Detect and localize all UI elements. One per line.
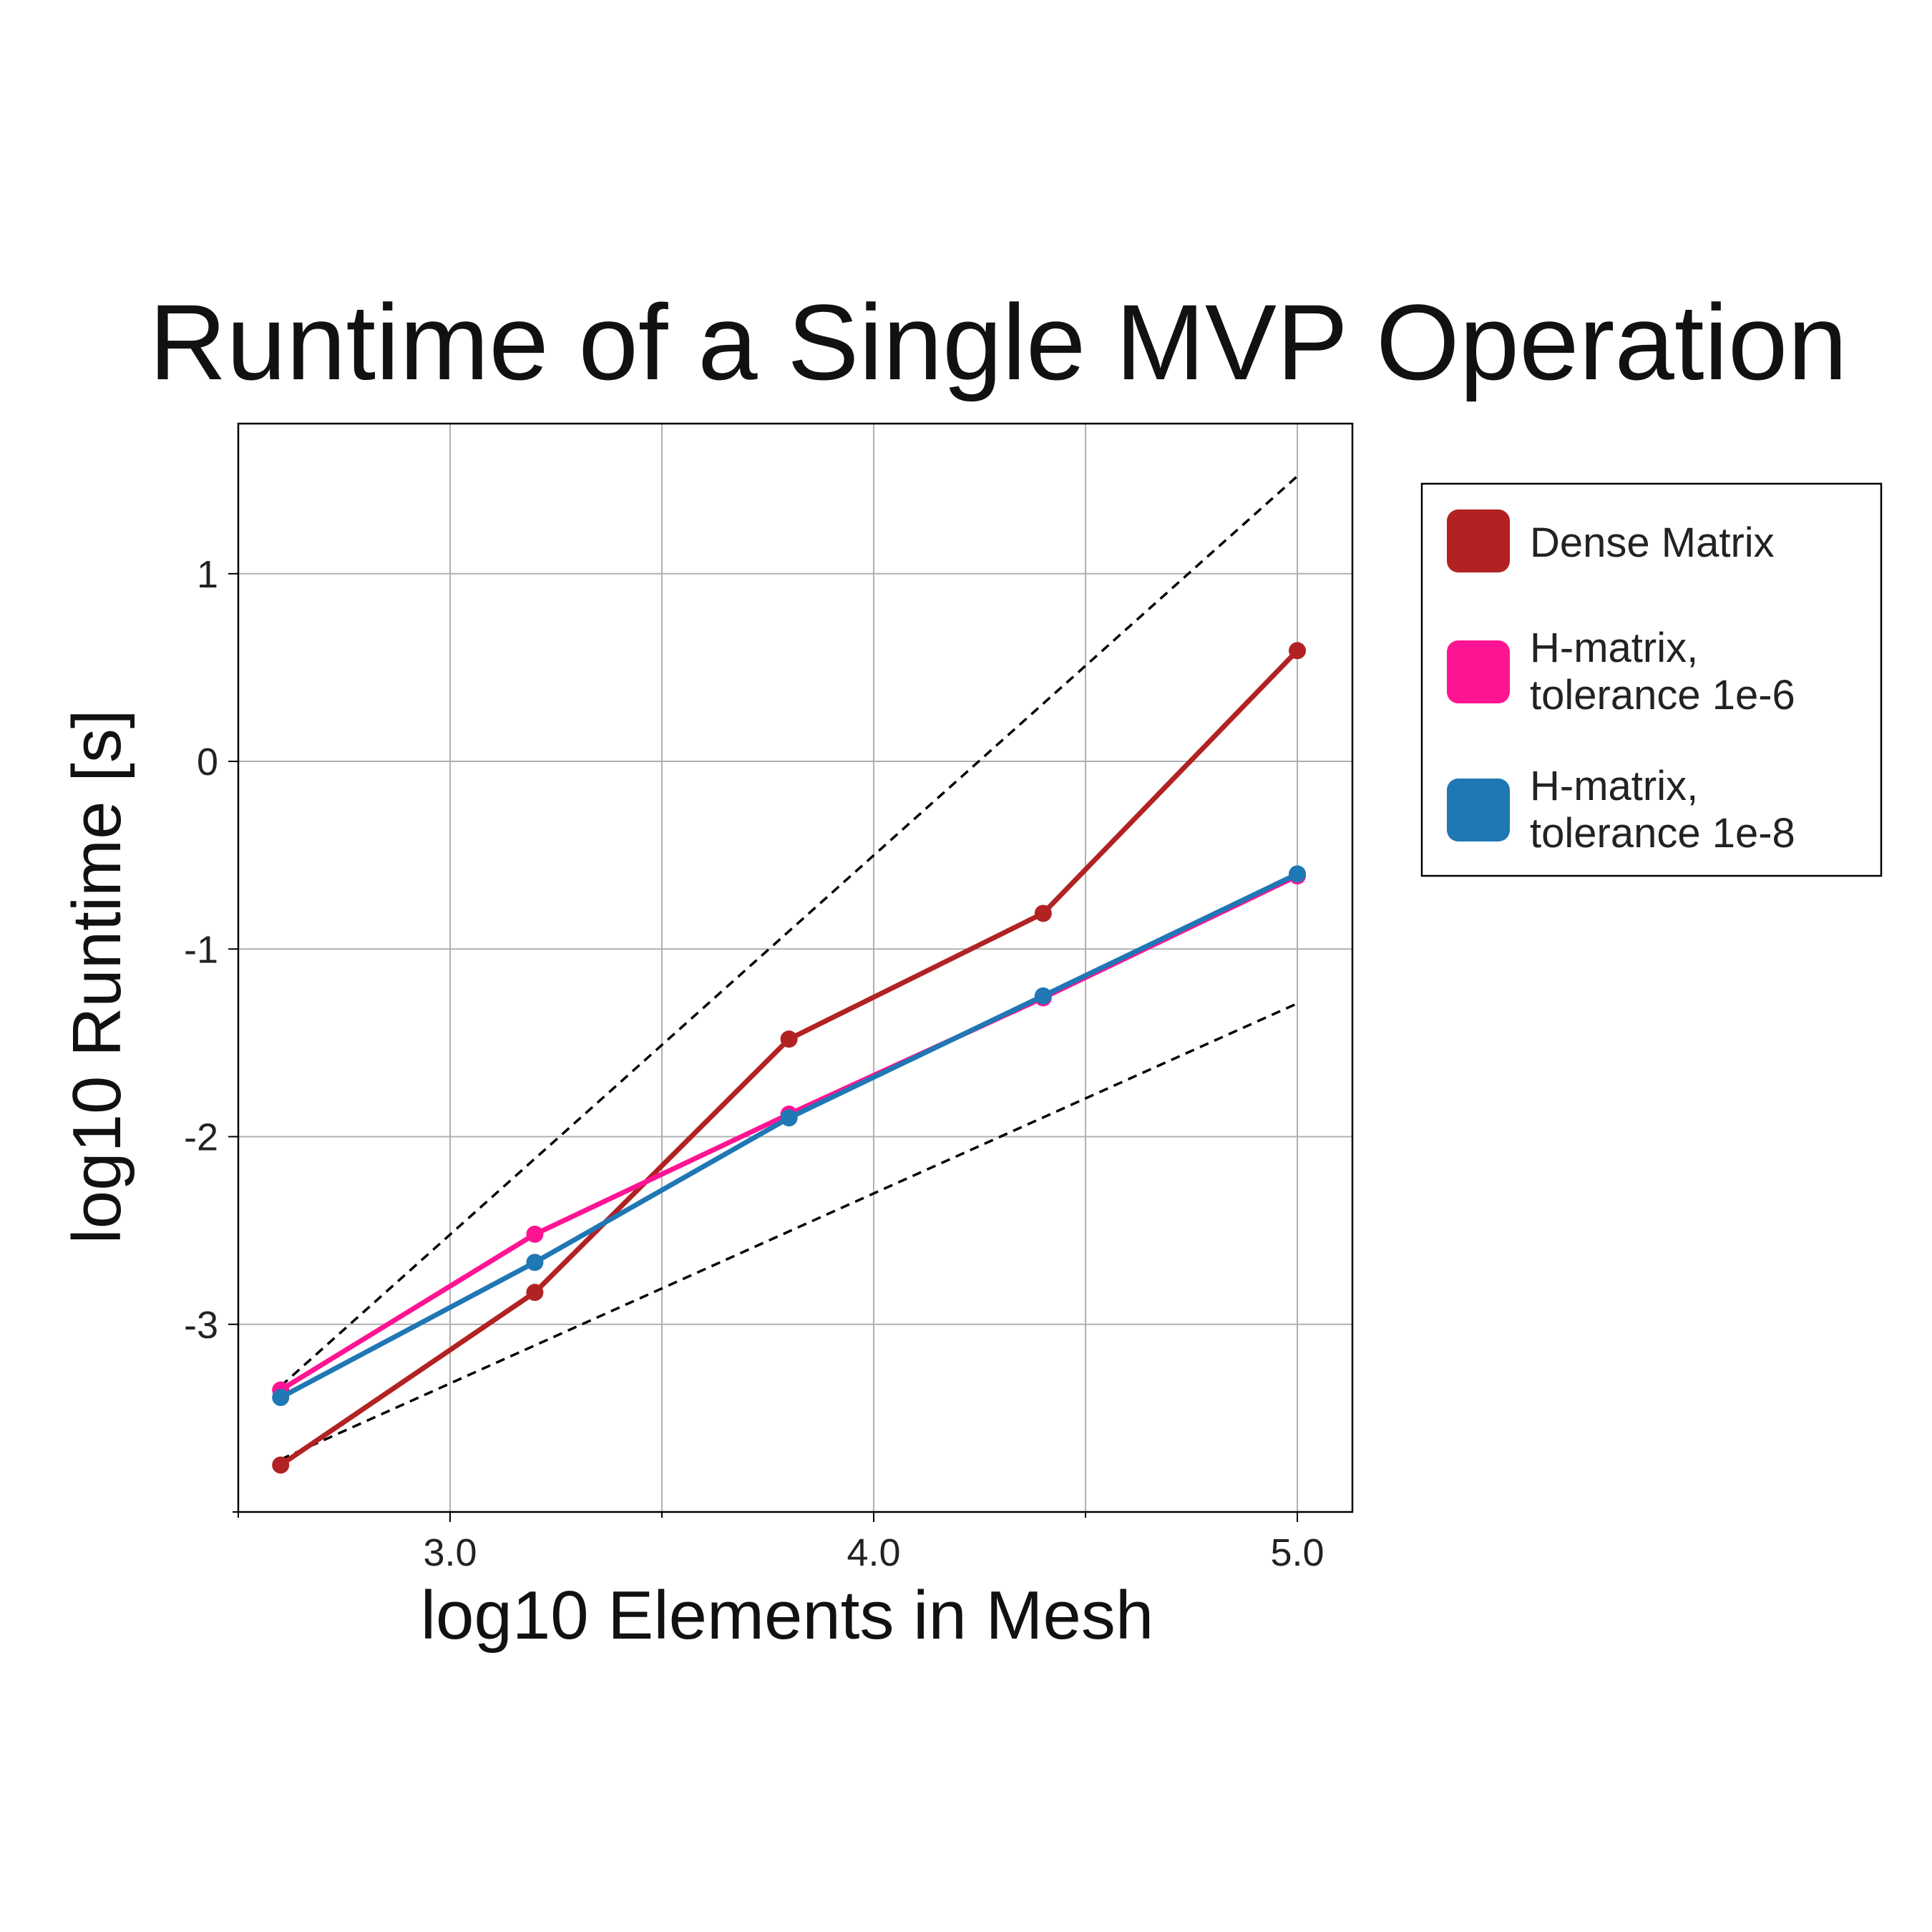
chart-title: Runtime of a Single MVP Operation	[149, 282, 1848, 402]
y-tick-label: -3	[184, 1304, 218, 1347]
x-tick-label: 5.0	[1270, 1531, 1324, 1574]
y-tick-label: -2	[184, 1116, 218, 1159]
series-3-point	[1034, 987, 1052, 1005]
legend-swatch-3	[1447, 779, 1510, 841]
legend-label-1: Dense Matrix	[1530, 519, 1775, 566]
reference-line-1	[280, 475, 1299, 1387]
y-tick-label: -1	[184, 928, 218, 971]
plot-area: 3.0 4.0 5.0 1 0 -1 -2 -3	[184, 422, 1354, 1574]
legend-label-3: H-matrix,	[1530, 763, 1698, 809]
series-1-point	[780, 1030, 798, 1048]
series-line-2	[279, 873, 1299, 1392]
x-tick-label: 3.0	[423, 1531, 477, 1574]
series-3-point	[526, 1254, 544, 1272]
series-2-point	[526, 1225, 544, 1243]
series-line-3	[279, 872, 1299, 1400]
series-3-point	[780, 1109, 798, 1127]
legend-label-2: H-matrix,	[1530, 625, 1698, 671]
legend-swatch-1	[1447, 509, 1510, 572]
x-axis-label: log10 Elements in Mesh	[421, 1577, 1154, 1654]
series-1-point	[526, 1284, 544, 1302]
y-tick-label: 1	[197, 553, 218, 596]
y-tick-label: 0	[197, 741, 218, 784]
legend-swatch-2	[1447, 640, 1510, 703]
series-1-point	[1034, 904, 1052, 922]
series-1-point	[272, 1456, 290, 1474]
legend-label-3: tolerance 1e-8	[1530, 810, 1795, 857]
plot-frame	[237, 422, 1354, 1513]
reference-line-2	[280, 1002, 1298, 1461]
series-3-point	[1289, 865, 1307, 883]
legend-label-2: tolerance 1e-6	[1530, 672, 1795, 718]
series-3-point	[272, 1389, 290, 1407]
series-1-point	[1289, 642, 1307, 660]
y-axis-label: log10 Runtime [s]	[59, 709, 135, 1244]
x-tick-label: 4.0	[847, 1531, 900, 1574]
series-line-1	[279, 648, 1299, 1468]
